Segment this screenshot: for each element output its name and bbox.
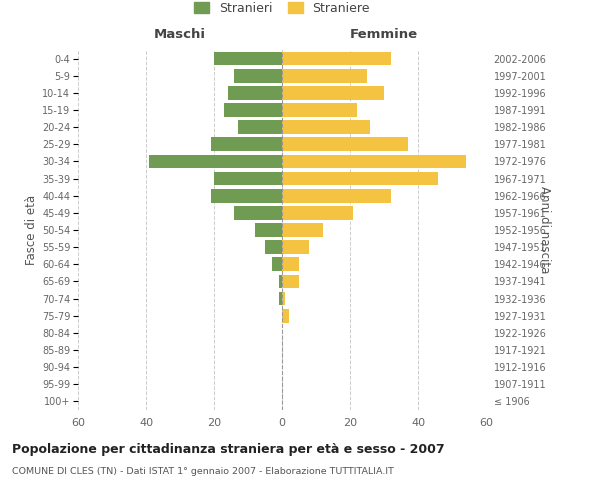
Text: COMUNE DI CLES (TN) - Dati ISTAT 1° gennaio 2007 - Elaborazione TUTTITALIA.IT: COMUNE DI CLES (TN) - Dati ISTAT 1° genn… xyxy=(12,468,394,476)
Bar xyxy=(278,274,282,288)
Bar xyxy=(282,309,289,322)
Bar xyxy=(238,120,282,134)
Bar xyxy=(282,223,323,237)
Bar xyxy=(255,223,282,237)
Bar xyxy=(282,69,367,82)
Bar xyxy=(282,120,370,134)
Y-axis label: Fasce di età: Fasce di età xyxy=(25,195,38,265)
Bar xyxy=(282,258,299,271)
Bar xyxy=(278,292,282,306)
Bar xyxy=(282,189,391,202)
Text: Maschi: Maschi xyxy=(154,28,206,42)
Bar xyxy=(282,274,299,288)
Bar xyxy=(282,52,391,66)
Bar xyxy=(282,206,353,220)
Bar xyxy=(235,206,282,220)
Bar xyxy=(282,154,466,168)
Bar xyxy=(214,52,282,66)
Bar xyxy=(211,138,282,151)
Bar xyxy=(235,69,282,82)
Bar xyxy=(227,86,282,100)
Bar xyxy=(282,240,309,254)
Bar xyxy=(272,258,282,271)
Y-axis label: Anni di nascita: Anni di nascita xyxy=(538,186,551,274)
Bar xyxy=(214,172,282,185)
Legend: Stranieri, Straniere: Stranieri, Straniere xyxy=(190,0,374,18)
Bar xyxy=(265,240,282,254)
Bar xyxy=(282,292,286,306)
Bar xyxy=(282,172,439,185)
Bar xyxy=(282,86,384,100)
Text: Femmine: Femmine xyxy=(350,28,418,42)
Bar xyxy=(282,138,408,151)
Bar xyxy=(211,189,282,202)
Bar xyxy=(282,103,357,117)
Text: Popolazione per cittadinanza straniera per età e sesso - 2007: Popolazione per cittadinanza straniera p… xyxy=(12,442,445,456)
Bar xyxy=(224,103,282,117)
Bar xyxy=(149,154,282,168)
